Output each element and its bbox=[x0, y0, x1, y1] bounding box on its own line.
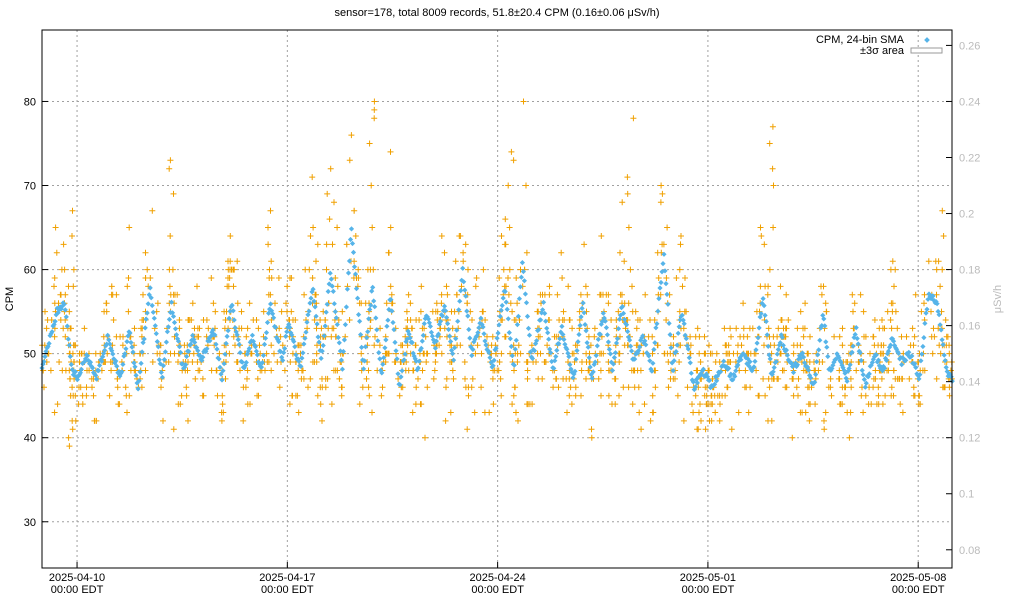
y-tick-label: 30 bbox=[24, 517, 36, 529]
y-right-tick-label: 0.14 bbox=[959, 377, 980, 389]
sma-series bbox=[39, 226, 955, 393]
x-tick-date: 2025-05-01 bbox=[680, 572, 736, 584]
x-tick-time: 00:00 EDT bbox=[892, 584, 945, 596]
grid bbox=[42, 30, 952, 568]
legend-swatch-sma bbox=[924, 37, 930, 43]
x-tick-date: 2025-04-10 bbox=[49, 572, 105, 584]
x-tick-date: 2025-05-08 bbox=[890, 572, 946, 584]
legend-label-sma: CPM, 24-bin SMA bbox=[816, 34, 905, 46]
y-axis-label: CPM bbox=[4, 287, 16, 311]
x-tick-date: 2025-04-17 bbox=[259, 572, 315, 584]
plot-frame bbox=[41, 29, 953, 569]
legend-swatch-area bbox=[910, 47, 943, 54]
y-right-tick-label: 0.24 bbox=[959, 96, 980, 108]
y-right-tick-label: 0.08 bbox=[959, 545, 980, 557]
y-tick-label: 80 bbox=[24, 96, 36, 108]
y-right-tick-label: 0.2 bbox=[959, 209, 974, 221]
x-tick-date: 2025-04-24 bbox=[469, 572, 525, 584]
y-right-tick-label: 0.16 bbox=[959, 321, 980, 333]
cpm-series bbox=[39, 98, 955, 450]
y-right-tick-label: 0.12 bbox=[959, 433, 980, 445]
y-tick-label: 40 bbox=[24, 433, 36, 445]
x-tick-time: 00:00 EDT bbox=[51, 584, 104, 596]
y-tick-label: 70 bbox=[24, 181, 36, 193]
chart-title: sensor=178, total 8009 records, 51.8±20.… bbox=[334, 7, 659, 19]
y-axis-label-right: μSv/h bbox=[992, 285, 1004, 313]
y-right-tick-label: 0.26 bbox=[959, 40, 980, 52]
y-tick-label: 50 bbox=[24, 349, 36, 361]
y-axis-left: 30 40 50 60 70 80 bbox=[24, 96, 48, 529]
legend: CPM, 24-bin SMA ±3σ area bbox=[816, 34, 943, 57]
y-right-tick-label: 0.1 bbox=[959, 489, 974, 501]
y-right-tick-label: 0.22 bbox=[959, 152, 980, 164]
y-tick-label: 60 bbox=[24, 265, 36, 277]
y-axis-right: 0.08 0.1 0.12 0.14 0.16 0.18 0.2 0.22 0.24 0.26 bbox=[946, 40, 980, 557]
x-tick-time: 00:00 EDT bbox=[261, 584, 314, 596]
sma-points bbox=[39, 226, 955, 393]
y-right-tick-label: 0.18 bbox=[959, 265, 980, 277]
legend-label-area: ±3σ area bbox=[860, 45, 905, 57]
x-tick-time: 00:00 EDT bbox=[471, 584, 524, 596]
x-tick-time: 00:00 EDT bbox=[682, 584, 735, 596]
cpm-plus-marks bbox=[39, 98, 955, 450]
